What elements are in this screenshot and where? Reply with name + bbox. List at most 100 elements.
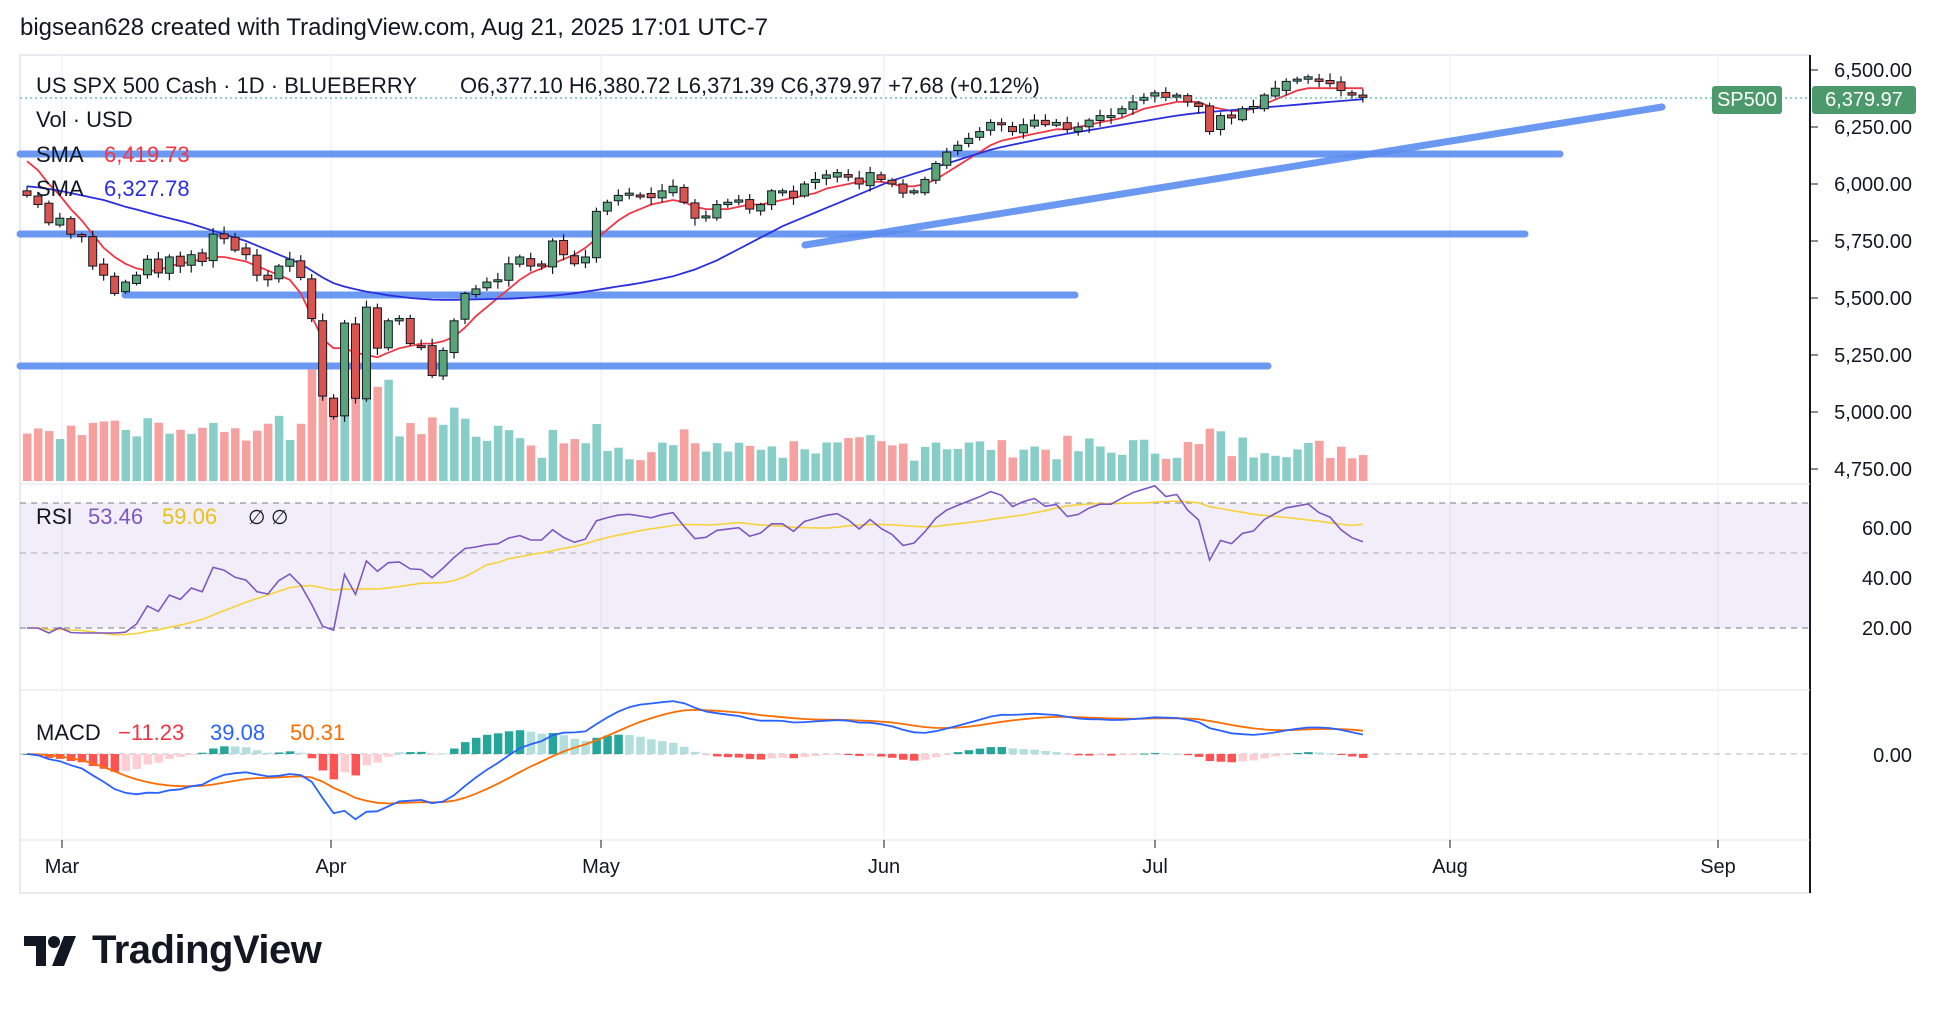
macd-histogram-bar [1107,754,1116,756]
volume-bar [1019,449,1028,481]
rsi-ma-value: 59.06 [162,504,217,529]
macd-histogram-bar [1337,754,1346,755]
candle-body [1062,122,1072,130]
candle-body [799,183,809,197]
candle-body [405,317,415,345]
candle-body [975,131,985,138]
macd-histogram-bar [844,754,853,755]
candle-body [745,199,755,210]
volume-bar [1326,457,1335,481]
volume-bar [55,439,65,481]
legend-sma-slow: 6,327.78 [104,176,190,201]
candle-body [1128,101,1138,110]
macd-hist-value: −11.23 [118,720,184,745]
candle-body [646,192,656,199]
macd-value: 39.08 [210,720,265,745]
price-tick-label: 5,000.00 [1834,402,1912,424]
volume-bar [570,439,579,481]
volume-bar [767,446,777,481]
candle-body [723,201,733,206]
price-chart[interactable]: 4,750.00 5,000.00 5,250.00 5,500.00 5,750.00… [0,0,1946,900]
candle-body [427,345,437,377]
candle-body [843,174,853,178]
rsi-axis-ticks: 20.00 40.00 60.00 [1862,518,1912,640]
volume-bar [1139,439,1149,481]
macd-histogram-bar [77,754,87,763]
volume-bar [1293,449,1302,481]
macd-histogram-bar [964,750,974,754]
macd-histogram-bar [723,754,733,758]
volume-bar [964,442,974,481]
macd-histogram-bar [274,752,284,754]
volume-bar [953,448,963,481]
volume-bar [88,422,98,481]
macd-histogram-bar [318,754,328,771]
volume-bar [439,424,448,481]
macd-histogram-bar [373,754,382,763]
macd-histogram-bar [1052,752,1061,754]
volume-bar [1216,431,1226,481]
candle-body [153,258,163,274]
macd-histogram-bar [154,754,163,763]
tradingview-logo-text: TradingView [92,928,322,972]
macd-histogram-bar [647,739,656,754]
candle-body [460,292,470,320]
volume-bar [1282,457,1291,481]
volume-bar [778,457,788,481]
candle-body [99,263,109,276]
macd-histogram-bar [953,752,963,754]
candle-body [1358,94,1368,98]
volume-bar [242,440,251,481]
volume-bar [800,449,809,481]
volume-bar [373,386,382,481]
tradingview-logo[interactable]: TradingView [24,928,322,973]
macd-histogram-bar [132,754,141,769]
volume-bar [581,443,590,481]
candle-body [383,320,393,349]
volume-bar [362,362,371,481]
volume-bar [318,364,328,481]
candle-body [580,256,590,264]
volume-bar [44,431,54,481]
macd-histogram-bar [242,747,251,754]
volume-bar [285,439,295,481]
candle-body [887,179,897,185]
candle-body [493,279,503,283]
candle-body [1303,76,1313,80]
candle-body [1172,94,1182,98]
volume-bar [1085,438,1094,481]
macd-histogram-bar [1128,754,1138,755]
candle-body [821,174,831,179]
macd-histogram-bar [1008,748,1017,754]
candle-body [909,190,919,194]
candle-body [296,260,306,278]
macd-histogram-bar [1194,754,1204,757]
volume-bar [1172,457,1182,481]
candle-body [657,190,667,199]
macd-histogram-bar [1238,754,1247,762]
macd-histogram-bar [833,754,842,755]
macd-histogram-bar [220,746,229,754]
volume-bar [942,449,952,481]
rsi-value: 53.46 [88,504,143,529]
macd-histogram-bar [1293,752,1302,754]
macd-histogram-bar [614,734,623,754]
candle-body [88,236,98,267]
volume-bar [997,440,1007,481]
candle-body [1008,126,1017,133]
candle-body [1227,114,1236,119]
macd-histogram-bar [570,738,579,754]
candle-body [679,186,689,203]
volume-bar [493,425,503,481]
macd-histogram-bar [428,754,437,755]
macd-histogram-bar [920,754,930,760]
volume-bar [66,425,76,481]
candle-body [1281,80,1291,91]
macd-histogram-bar [121,754,131,772]
candle-body [263,274,273,281]
macd-histogram-bar [800,754,809,758]
candle-body [756,204,766,212]
volume-bar [33,428,43,481]
volume-bar [559,443,569,481]
volume-bar [866,435,875,481]
